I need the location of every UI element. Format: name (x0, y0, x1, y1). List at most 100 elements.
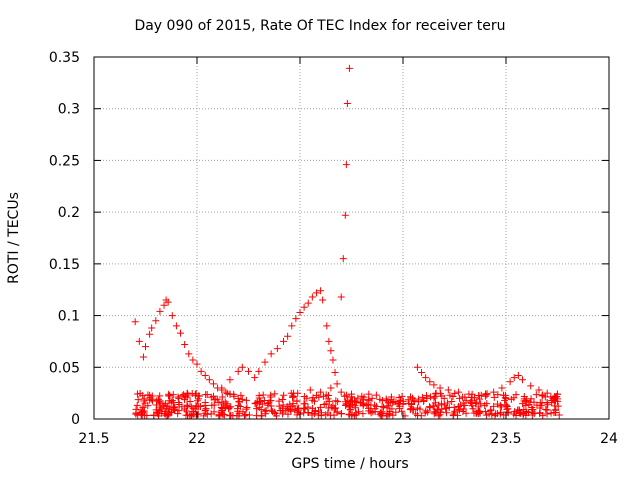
data-point (422, 374, 430, 382)
data-point (388, 405, 396, 413)
y-tick-label: 0.35 (49, 50, 80, 66)
y-tick-label: 0.05 (49, 360, 80, 376)
data-point (317, 287, 325, 295)
data-point (152, 317, 160, 325)
data-point (133, 401, 141, 409)
data-point (200, 412, 208, 420)
data-point (202, 391, 210, 399)
data-point (413, 363, 421, 371)
data-point (181, 341, 189, 349)
data-point (539, 391, 547, 399)
data-point (442, 404, 450, 412)
data-point (135, 337, 143, 345)
data-point (165, 392, 173, 400)
data-point (218, 404, 226, 412)
data-point (527, 395, 535, 403)
data-point (386, 399, 394, 407)
data-point (360, 393, 368, 401)
data-point (494, 391, 502, 399)
data-point (137, 411, 145, 419)
data-point (511, 408, 519, 416)
data-point (279, 410, 287, 418)
data-point (414, 398, 422, 406)
data-point (382, 395, 390, 403)
data-point (296, 308, 304, 316)
data-point (365, 395, 373, 403)
data-point (150, 411, 158, 419)
data-point (341, 211, 349, 219)
data-point (138, 407, 146, 415)
data-point (329, 401, 337, 409)
data-point (449, 412, 457, 420)
data-point (330, 411, 338, 419)
data-point (205, 376, 213, 384)
data-point (497, 408, 505, 416)
data-point (185, 350, 193, 358)
data-point (367, 401, 375, 409)
series-satellite-arc-2 (193, 287, 341, 411)
x-tick-labels: 21.5 22 22.5 23 23.5 24 (78, 431, 618, 447)
data-point (449, 392, 457, 400)
data-point (542, 405, 550, 413)
data-point (280, 391, 288, 399)
data-point (459, 399, 467, 407)
data-point (418, 368, 426, 376)
data-point (242, 396, 250, 404)
data-point (251, 374, 259, 382)
data-point (421, 409, 429, 417)
data-point (331, 368, 339, 376)
data-point (139, 403, 147, 411)
data-point (193, 360, 201, 368)
data-point (167, 398, 175, 406)
data-point (536, 404, 544, 412)
data-point (467, 399, 475, 407)
data-point (377, 412, 385, 420)
data-point (530, 398, 538, 406)
data-point (133, 390, 141, 398)
data-point (284, 332, 292, 340)
data-point (343, 391, 351, 399)
data-point (308, 293, 316, 301)
data-point (226, 411, 234, 419)
data-point (481, 407, 489, 415)
data-point (156, 307, 164, 315)
data-point (174, 393, 182, 401)
data-point (166, 397, 174, 405)
data-point (420, 396, 428, 404)
data-point (522, 411, 530, 419)
data-point (555, 411, 563, 419)
x-tick-label: 24 (600, 431, 618, 447)
data-point (279, 401, 287, 409)
data-point (207, 410, 215, 418)
data-point (140, 395, 148, 403)
data-point (333, 380, 341, 388)
x-axis-label: GPS time / hours (291, 456, 409, 472)
data-point (146, 330, 154, 338)
data-point (510, 374, 518, 382)
data-point (261, 358, 269, 366)
data-point (163, 405, 171, 413)
data-point (280, 337, 288, 345)
data-point (219, 410, 227, 418)
data-point (184, 391, 192, 399)
data-point (515, 408, 523, 416)
data-point (211, 395, 219, 403)
data-point (172, 322, 180, 330)
data-point (416, 405, 424, 413)
data-point (435, 401, 443, 409)
data-point (490, 388, 498, 396)
data-point (265, 399, 273, 407)
data-point (255, 367, 263, 375)
data-point (146, 391, 154, 399)
data-point (379, 403, 387, 411)
data-point (476, 409, 484, 417)
data-point (168, 312, 176, 320)
data-point (191, 405, 199, 413)
data-point (234, 402, 242, 410)
data-point (341, 398, 349, 406)
data-point (390, 397, 398, 405)
data-point (177, 329, 185, 337)
data-point (221, 398, 229, 406)
data-point (518, 376, 526, 384)
data-point (460, 405, 468, 413)
